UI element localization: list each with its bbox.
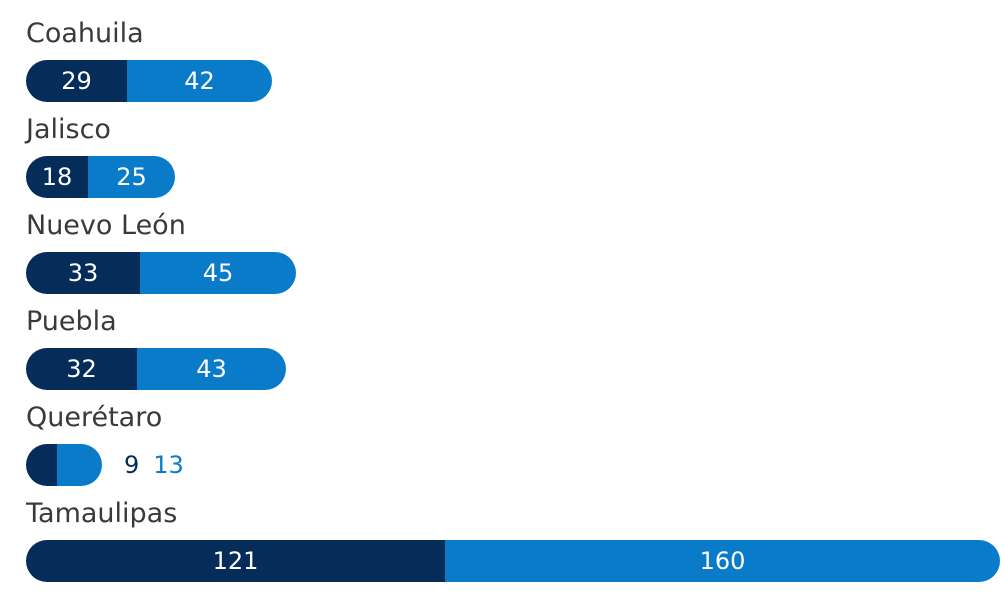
data-label-series-2: 42	[184, 67, 215, 95]
category-label: Puebla	[26, 306, 117, 337]
stacked-bar	[26, 444, 102, 486]
stacked-bar: 29 42	[26, 60, 272, 102]
stacked-bar: 32 43	[26, 348, 286, 390]
bar-segment-series-2	[57, 444, 102, 486]
data-label-series-2: 43	[196, 355, 227, 383]
data-label-series-1: 32	[66, 355, 97, 383]
bar-segment-series-1: 18	[26, 156, 88, 198]
bar-segment-series-1: 33	[26, 252, 140, 294]
category-label: Tamaulipas	[26, 498, 178, 529]
bar-row: Tamaulipas 121 160	[0, 500, 1004, 596]
stacked-bar: 121 160	[26, 540, 1000, 582]
data-label-series-2: 45	[202, 259, 234, 287]
data-label-series-1: 29	[61, 67, 92, 95]
category-label: Querétaro	[26, 402, 163, 433]
category-label: Coahuila	[26, 18, 144, 49]
bar-segment-series-2: 160	[445, 540, 1000, 582]
data-label-series-2: 25	[116, 163, 147, 191]
bar-segment-series-2: 42	[127, 60, 272, 102]
bar-segment-series-2: 43	[137, 348, 286, 390]
data-label-series-2: 160	[699, 547, 746, 575]
bar-row: Puebla 32 43	[0, 308, 1004, 404]
stacked-bar: 18 25	[26, 156, 175, 198]
category-label: Nuevo León	[26, 210, 186, 241]
data-label-series-1: 18	[41, 163, 73, 191]
data-label-series-1: 121	[212, 547, 259, 575]
bar-row: Nuevo León 33 45	[0, 212, 1004, 308]
outside-data-labels: 9 13	[124, 444, 184, 486]
data-label-series-1: 33	[67, 259, 99, 287]
bar-segment-series-2: 25	[88, 156, 175, 198]
bar-row: Jalisco 18 25	[0, 116, 1004, 212]
data-label-series-2: 13	[153, 451, 184, 479]
bar-segment-series-1: 29	[26, 60, 127, 102]
category-label: Jalisco	[26, 114, 111, 145]
bar-row: Coahuila 29 42	[0, 20, 1004, 116]
bar-segment-series-2: 45	[140, 252, 296, 294]
bar-segment-series-1	[26, 444, 57, 486]
bar-segment-series-1: 121	[26, 540, 445, 582]
data-label-series-1: 9	[124, 451, 140, 479]
stacked-bar: 33 45	[26, 252, 296, 294]
bar-segment-series-1: 32	[26, 348, 137, 390]
bar-row: Querétaro 9 13	[0, 404, 1004, 500]
